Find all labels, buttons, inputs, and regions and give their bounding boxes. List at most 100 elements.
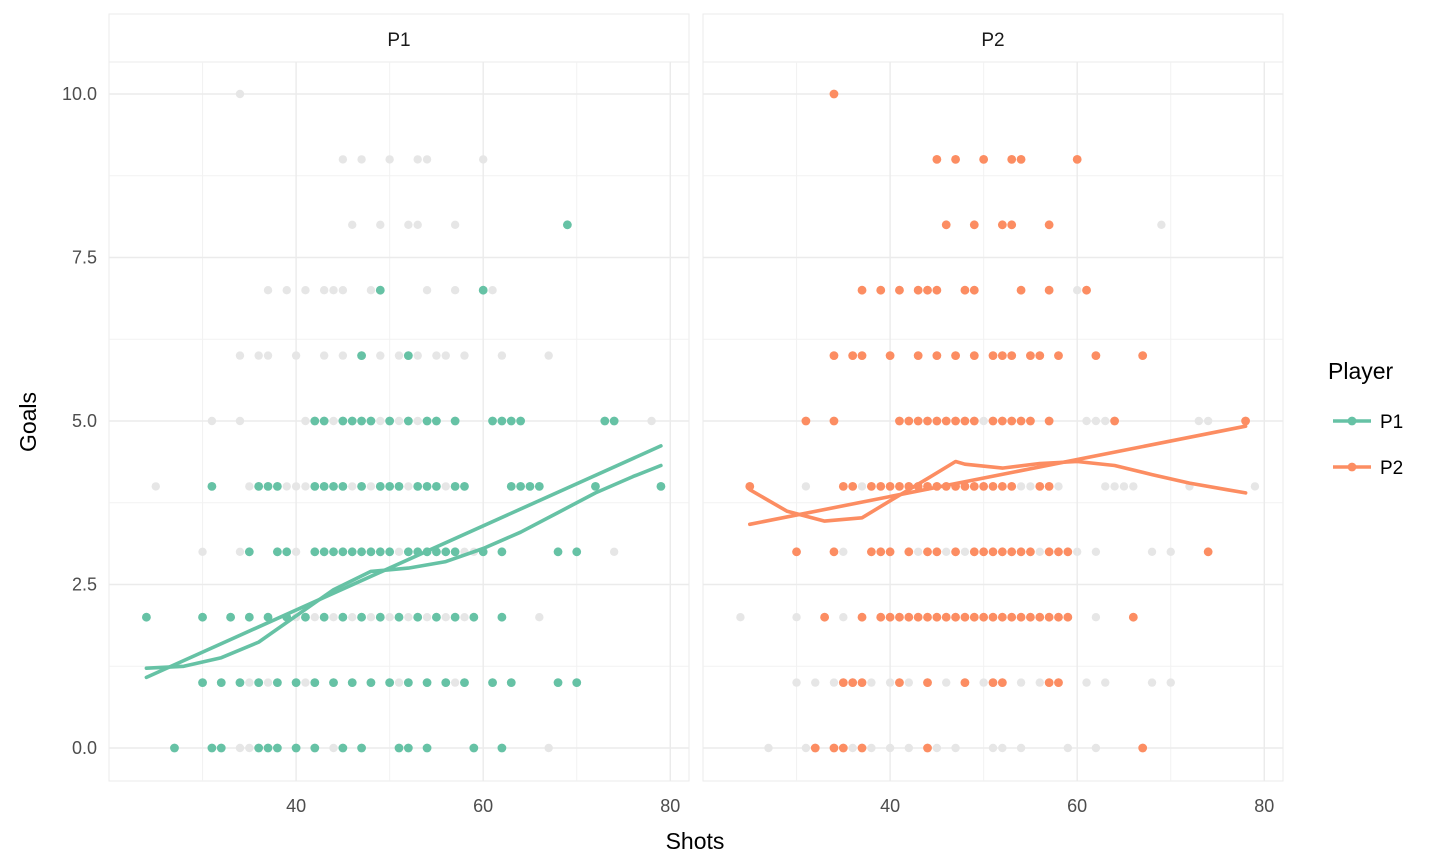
data-point xyxy=(497,612,507,622)
background-point xyxy=(263,351,273,360)
background-point xyxy=(245,743,254,753)
data-point xyxy=(848,351,858,360)
background-point xyxy=(207,416,217,426)
background-point xyxy=(867,743,876,753)
data-point xyxy=(441,678,451,687)
background-point xyxy=(1250,482,1260,491)
data-point xyxy=(366,678,376,687)
smooth-line-loess xyxy=(748,459,1248,523)
facet-panels: P1 P2 xyxy=(108,13,1284,782)
background-point xyxy=(1101,482,1110,491)
background-point xyxy=(422,613,432,622)
data-point xyxy=(1016,155,1026,164)
data-point xyxy=(375,285,385,295)
data-point xyxy=(170,743,179,753)
y-axis-title: Goals xyxy=(15,392,41,452)
data-point xyxy=(216,743,226,753)
data-point xyxy=(366,547,376,557)
background-point xyxy=(535,613,544,622)
data-point xyxy=(385,547,395,557)
data-point xyxy=(319,482,329,491)
data-point xyxy=(216,678,226,687)
data-point xyxy=(1007,220,1017,230)
data-point xyxy=(488,416,497,426)
background-point xyxy=(404,220,413,229)
data-point xyxy=(1044,220,1054,230)
data-point xyxy=(932,155,942,164)
data-point xyxy=(857,678,867,687)
background-point xyxy=(291,482,301,491)
background-point xyxy=(235,547,245,556)
data-point xyxy=(272,678,282,687)
data-point xyxy=(838,482,848,491)
background-point xyxy=(1203,416,1213,426)
background-point xyxy=(235,416,245,426)
background-point xyxy=(394,547,404,556)
data-point xyxy=(932,612,942,622)
data-point xyxy=(1128,612,1138,622)
facet-strip-label: P1 xyxy=(387,30,410,51)
data-point xyxy=(895,482,904,491)
data-point xyxy=(969,416,979,426)
data-point xyxy=(263,612,273,622)
background-point xyxy=(867,678,876,687)
background-point xyxy=(736,613,745,622)
data-point xyxy=(857,351,867,360)
data-point xyxy=(923,743,932,753)
background-point xyxy=(235,743,245,753)
background-point xyxy=(1054,482,1063,491)
background-point xyxy=(792,678,801,687)
data-point xyxy=(506,416,516,426)
data-point xyxy=(997,612,1007,622)
background-point xyxy=(988,743,998,753)
background-point xyxy=(998,743,1007,753)
background-point xyxy=(413,155,422,164)
y-tick-label: 2.5 xyxy=(72,575,97,595)
data-point xyxy=(254,743,264,753)
data-point xyxy=(876,285,886,295)
legend-item-p1: P1 xyxy=(1333,412,1403,433)
background-point xyxy=(1166,547,1175,556)
facet-strip xyxy=(108,13,690,63)
background-point xyxy=(1194,416,1204,426)
data-point xyxy=(857,743,867,753)
data-point xyxy=(422,743,432,753)
data-point xyxy=(866,482,876,491)
background-point xyxy=(857,482,867,491)
background-point xyxy=(960,547,970,556)
data-point xyxy=(422,678,432,687)
data-point xyxy=(988,482,998,491)
data-point xyxy=(1044,285,1054,295)
data-point xyxy=(941,416,951,426)
background-point xyxy=(1147,678,1157,687)
data-point xyxy=(319,547,329,557)
background-point xyxy=(811,678,820,687)
data-point xyxy=(403,416,413,426)
background-point xyxy=(291,547,301,556)
data-point xyxy=(338,416,348,426)
background-point xyxy=(1157,220,1166,229)
data-point xyxy=(422,482,432,491)
data-point xyxy=(591,482,600,491)
data-point xyxy=(1035,482,1045,491)
data-point xyxy=(413,612,423,622)
background-point xyxy=(942,547,951,556)
y-tick-label: 7.5 xyxy=(72,248,97,268)
background-point xyxy=(1091,547,1101,556)
facet-strip-label: P2 xyxy=(981,30,1004,51)
data-point xyxy=(366,416,376,426)
data-point xyxy=(375,547,385,557)
data-point xyxy=(997,678,1007,687)
data-point xyxy=(969,220,979,230)
data-point xyxy=(932,416,942,426)
data-point xyxy=(1138,351,1148,360)
background-point xyxy=(338,351,348,360)
background-point xyxy=(376,416,385,426)
data-point xyxy=(142,612,151,622)
background-point xyxy=(282,482,291,491)
background-point xyxy=(942,678,951,687)
data-point xyxy=(497,743,507,753)
x-tick-label: 60 xyxy=(473,796,493,816)
background-point xyxy=(1119,482,1129,491)
